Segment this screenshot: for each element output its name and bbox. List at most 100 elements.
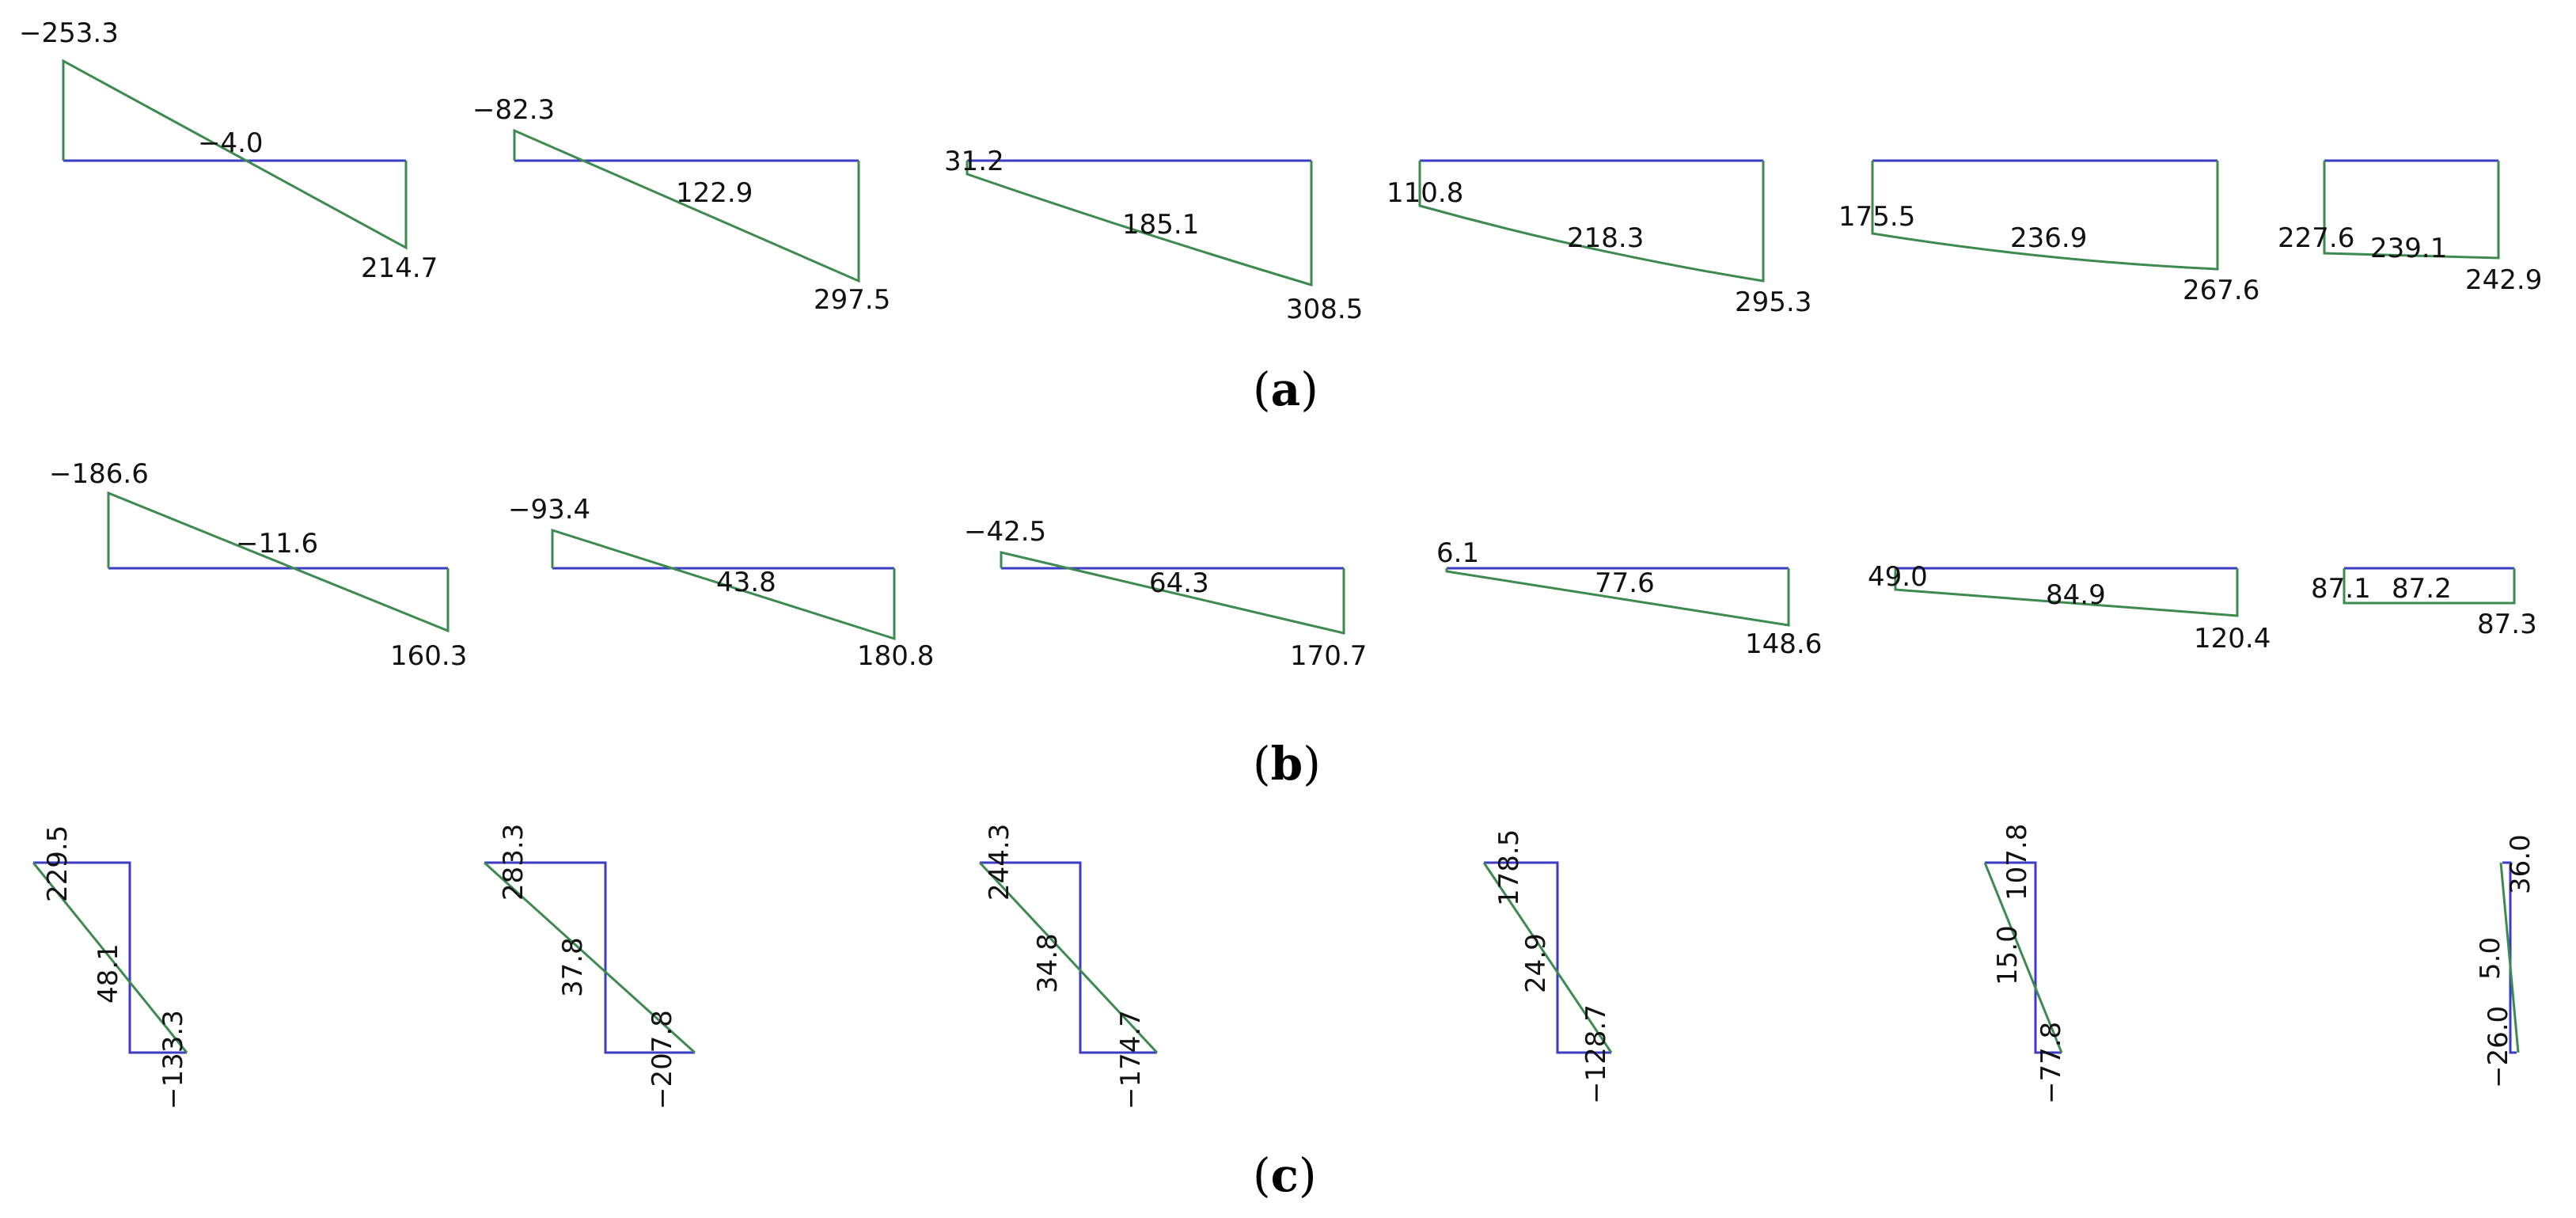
- value-mid: 5.0: [2475, 937, 2506, 980]
- value-right: 120.4: [2194, 623, 2271, 655]
- panel-a-member-3: 31.2 185.1 308.5: [944, 146, 1363, 325]
- value-mid: 185.1: [1122, 209, 1199, 241]
- panel-c-member-3: 244.3 34.8 −174.7: [978, 824, 1159, 1110]
- panel-b-member-3: −42.5 64.3 170.7: [964, 516, 1367, 672]
- value-right: 148.6: [1745, 628, 1822, 660]
- value-bottom: −207.8: [647, 1010, 678, 1110]
- value-top: 244.3: [984, 824, 1015, 901]
- panel-a-member-6: 227.6 239.1 242.9: [2278, 159, 2542, 296]
- panel-caption-a: (a): [1253, 362, 1318, 416]
- value-right: 267.6: [2183, 275, 2259, 306]
- shear-diagram: [1894, 568, 2239, 617]
- panel-c-member-1: 229.5 48.1 −133.3: [32, 825, 189, 1110]
- baseline: [484, 861, 695, 1054]
- panel-a-member-2: −82.3 122.9 297.5: [472, 94, 890, 316]
- value-right: 170.7: [1290, 640, 1367, 672]
- value-right: 242.9: [2465, 264, 2542, 296]
- value-left: 227.6: [2278, 222, 2354, 254]
- moment-diagram: [1871, 161, 2219, 271]
- shear-diagram: [2343, 568, 2516, 605]
- value-mid: 218.3: [1567, 222, 1644, 254]
- value-top: 283.3: [498, 824, 529, 901]
- panel-c-member-5: 107.8 15.0 −77.8: [1983, 824, 2067, 1104]
- value-top: 229.5: [42, 825, 74, 902]
- panel-caption-b: (b): [1253, 737, 1321, 791]
- moment-diagram: [966, 161, 1313, 287]
- shear-diagram: [1445, 568, 1790, 627]
- panel-c-member-4: 178.5 24.9 −128.7: [1482, 829, 1613, 1104]
- baseline: [1484, 861, 1611, 1054]
- value-left: 110.8: [1387, 177, 1463, 209]
- axial-diagram: [978, 861, 1159, 1054]
- axial-diagram: [2499, 862, 2520, 1053]
- shear-diagram: [1000, 551, 1345, 635]
- baseline: [980, 861, 1157, 1054]
- panel-letter: b: [1271, 737, 1303, 791]
- panel-a: −253.3 −4.0 214.7 −82.3 122.9 297.5 31.2…: [19, 17, 2542, 416]
- value-mid: 37.8: [557, 937, 589, 997]
- value-left: 49.0: [1868, 561, 1928, 593]
- panel-a-member-1: −253.3 −4.0 214.7: [19, 17, 438, 284]
- value-mid: 84.9: [2046, 579, 2106, 611]
- moment-diagram: [513, 128, 860, 283]
- value-left: 175.5: [1838, 201, 1915, 233]
- panel-c: 229.5 48.1 −133.3 283.3 37.8 −207.8 244.…: [32, 824, 2536, 1202]
- value-bottom: −77.8: [2035, 1022, 2067, 1104]
- value-mid: 34.8: [1032, 933, 1064, 993]
- value-left: −186.6: [49, 458, 149, 490]
- value-bottom: −128.7: [1580, 1004, 1612, 1104]
- value-mid: 87.2: [2392, 573, 2452, 605]
- value-bottom: −133.3: [157, 1010, 189, 1110]
- panel-b: −186.6 −11.6 160.3 −93.4 43.8 180.8 −42.…: [49, 458, 2537, 791]
- panel-letter: a: [1271, 362, 1301, 416]
- value-left: 31.2: [944, 146, 1004, 177]
- value-mid: 24.9: [1520, 933, 1552, 993]
- value-right: 308.5: [1286, 294, 1363, 325]
- value-mid: 64.3: [1149, 567, 1209, 599]
- value-mid: −11.6: [236, 528, 318, 560]
- value-top: 36.0: [2505, 834, 2536, 894]
- value-right: 295.3: [1735, 286, 1812, 318]
- axial-diagram: [1983, 862, 2063, 1053]
- axial-diagram: [1482, 862, 1613, 1053]
- baseline: [1985, 861, 2062, 1054]
- moment-diagram: [62, 59, 408, 250]
- value-left: −93.4: [508, 494, 590, 526]
- axial-diagram: [483, 861, 696, 1054]
- panel-b-member-5: 49.0 84.9 120.4: [1868, 561, 2271, 655]
- baseline: [33, 861, 187, 1054]
- axial-diagram: [32, 862, 188, 1053]
- panel-c-member-6: 36.0 5.0 −26.0: [2475, 834, 2536, 1088]
- value-left: −82.3: [472, 94, 555, 126]
- value-left: 6.1: [1436, 537, 1479, 569]
- value-mid: 15.0: [1992, 925, 2024, 985]
- value-right: 297.5: [814, 284, 890, 316]
- panel-b-member-6: 87.1 87.2 87.3: [2311, 567, 2537, 640]
- value-left: −42.5: [964, 516, 1046, 548]
- shear-diagram: [551, 528, 896, 641]
- value-top: 178.5: [1493, 829, 1525, 906]
- value-mid: 122.9: [676, 177, 753, 209]
- value-left: −253.3: [19, 17, 119, 49]
- value-mid: 48.1: [93, 943, 124, 1004]
- value-mid: 77.6: [1595, 567, 1655, 599]
- value-right: 87.3: [2477, 609, 2537, 640]
- panel-a-member-4: 110.8 218.3 295.3: [1387, 159, 1812, 318]
- shear-diagram: [107, 491, 450, 633]
- value-mid: 239.1: [2370, 233, 2447, 264]
- value-bottom: −26.0: [2483, 1006, 2514, 1088]
- panel-letter: c: [1271, 1148, 1299, 1202]
- value-top: 107.8: [2001, 824, 2033, 901]
- value-right: 214.7: [361, 252, 438, 284]
- moment-diagram: [2323, 161, 2500, 260]
- panel-c-member-2: 283.3 37.8 −207.8: [483, 824, 696, 1110]
- value-mid: −4.0: [198, 127, 264, 159]
- value-mid: 43.8: [716, 567, 776, 598]
- panel-b-member-4: 6.1 77.6 148.6: [1436, 537, 1822, 660]
- value-right: 160.3: [390, 640, 467, 672]
- value-left: 87.1: [2311, 573, 2371, 605]
- panel-a-member-5: 175.5 236.9 267.6: [1838, 159, 2259, 306]
- value-bottom: −174.7: [1115, 1010, 1147, 1110]
